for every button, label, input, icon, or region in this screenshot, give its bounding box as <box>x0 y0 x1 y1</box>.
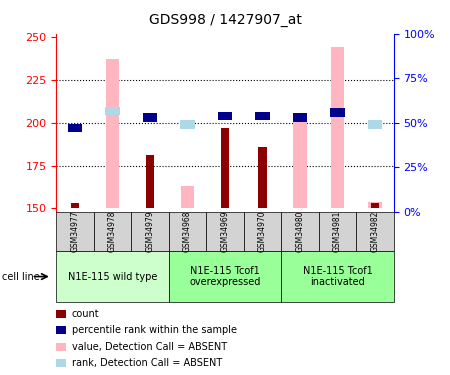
Text: percentile rank within the sample: percentile rank within the sample <box>72 325 237 335</box>
Bar <box>255 112 270 120</box>
Text: count: count <box>72 309 99 319</box>
Text: GSM34968: GSM34968 <box>183 211 192 252</box>
Bar <box>293 112 306 209</box>
Bar <box>371 203 379 208</box>
Bar <box>331 48 344 209</box>
Bar <box>330 108 345 117</box>
Text: GSM34979: GSM34979 <box>145 211 154 252</box>
Bar <box>330 108 345 117</box>
Bar <box>105 106 120 115</box>
Text: GSM34978: GSM34978 <box>108 211 117 252</box>
Bar <box>218 112 232 120</box>
Bar <box>293 113 307 122</box>
Text: cell line: cell line <box>2 272 40 282</box>
Text: GSM34977: GSM34977 <box>71 211 80 252</box>
Text: N1E-115 Tcof1
inactivated: N1E-115 Tcof1 inactivated <box>302 266 373 287</box>
Bar <box>181 186 194 209</box>
Bar <box>146 155 154 209</box>
Text: GDS998 / 1427907_at: GDS998 / 1427907_at <box>148 13 302 27</box>
Text: GSM34969: GSM34969 <box>220 211 230 252</box>
Text: GSM34980: GSM34980 <box>296 211 305 252</box>
Text: GSM34982: GSM34982 <box>370 211 379 252</box>
Bar <box>71 203 79 208</box>
Bar <box>368 120 382 129</box>
Bar <box>369 202 382 208</box>
Text: rank, Detection Call = ABSENT: rank, Detection Call = ABSENT <box>72 358 222 368</box>
Bar <box>180 120 194 129</box>
Text: GSM34981: GSM34981 <box>333 211 342 252</box>
Bar <box>68 124 82 132</box>
Text: GSM34970: GSM34970 <box>258 211 267 252</box>
Bar <box>221 128 229 209</box>
Text: N1E-115 Tcof1
overexpressed: N1E-115 Tcof1 overexpressed <box>189 266 261 287</box>
Text: value, Detection Call = ABSENT: value, Detection Call = ABSENT <box>72 342 227 352</box>
Bar <box>258 147 267 208</box>
Bar <box>143 113 157 122</box>
Bar <box>106 60 119 208</box>
Text: N1E-115 wild type: N1E-115 wild type <box>68 272 157 282</box>
